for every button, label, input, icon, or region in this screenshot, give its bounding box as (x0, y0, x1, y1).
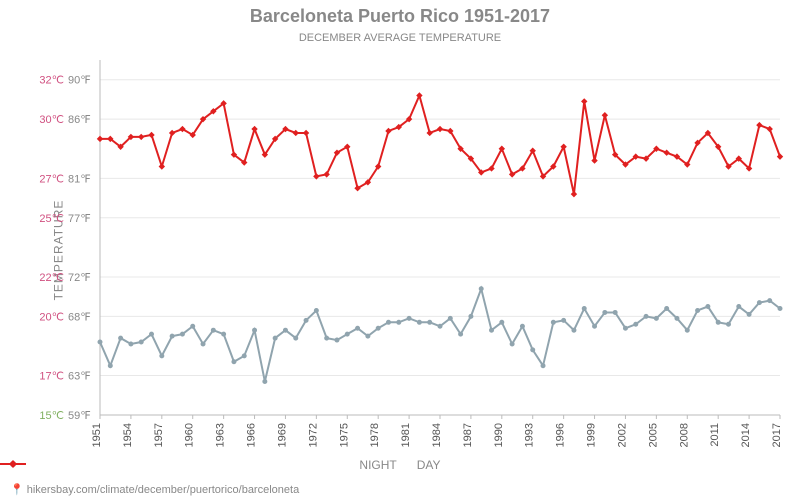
svg-text:2002: 2002 (616, 423, 628, 447)
svg-text:1966: 1966 (246, 423, 258, 447)
svg-text:2017: 2017 (771, 423, 783, 447)
svg-text:30℃: 30℃ (39, 114, 64, 126)
svg-text:17℃: 17℃ (39, 371, 64, 383)
legend: NIGHT DAY (0, 458, 800, 472)
svg-text:1969: 1969 (276, 423, 288, 447)
svg-text:81℉: 81℉ (68, 173, 91, 185)
legend-label: DAY (417, 458, 441, 472)
svg-text:72℉: 72℉ (68, 272, 91, 284)
legend-item-night: NIGHT (359, 458, 396, 472)
svg-text:1972: 1972 (307, 423, 319, 447)
svg-text:15℃: 15℃ (39, 410, 64, 422)
svg-text:59℉: 59℉ (68, 410, 91, 422)
svg-text:32℃: 32℃ (39, 75, 64, 87)
svg-text:1975: 1975 (338, 423, 350, 447)
source-url-text: hikersbay.com/climate/december/puertoric… (27, 484, 299, 496)
svg-text:1951: 1951 (91, 423, 103, 447)
svg-text:90℉: 90℉ (68, 75, 91, 87)
svg-text:77℉: 77℉ (68, 213, 91, 225)
source-url: 📍hikersbay.com/climate/december/puertori… (10, 483, 299, 496)
svg-text:2008: 2008 (678, 423, 690, 447)
svg-text:1981: 1981 (400, 423, 412, 447)
svg-text:1960: 1960 (184, 423, 196, 447)
chart-container: Barceloneta Puerto Rico 1951-2017 DECEMB… (0, 0, 800, 500)
svg-text:1996: 1996 (555, 423, 567, 447)
svg-text:1987: 1987 (462, 423, 474, 447)
svg-text:1963: 1963 (215, 423, 227, 447)
svg-text:2011: 2011 (709, 423, 721, 447)
svg-text:1954: 1954 (122, 423, 134, 447)
svg-text:27℃: 27℃ (39, 173, 64, 185)
svg-text:68℉: 68℉ (68, 311, 91, 323)
svg-text:1957: 1957 (153, 423, 165, 447)
svg-text:86℉: 86℉ (68, 114, 91, 126)
svg-text:1999: 1999 (586, 423, 598, 447)
svg-text:63℉: 63℉ (68, 371, 91, 383)
svg-text:2005: 2005 (647, 423, 659, 447)
pin-icon: 📍 (10, 484, 24, 496)
svg-text:22℃: 22℃ (39, 272, 64, 284)
svg-text:1984: 1984 (431, 423, 443, 447)
svg-text:20℃: 20℃ (39, 311, 64, 323)
svg-text:1993: 1993 (524, 423, 536, 447)
svg-text:1990: 1990 (493, 423, 505, 447)
chart-plot: 15℃ 59℉ 17℃ 63℉ 20℃ 68℉ 22℃ 72℉ 25℃ 77℉ 27℃ 81℉ 30℃ 8… (0, 0, 800, 500)
legend-label: NIGHT (359, 458, 396, 472)
svg-text:1978: 1978 (369, 423, 381, 447)
legend-item-day: DAY (417, 458, 441, 472)
svg-text:2014: 2014 (740, 423, 752, 447)
svg-text:25℃: 25℃ (39, 213, 64, 225)
